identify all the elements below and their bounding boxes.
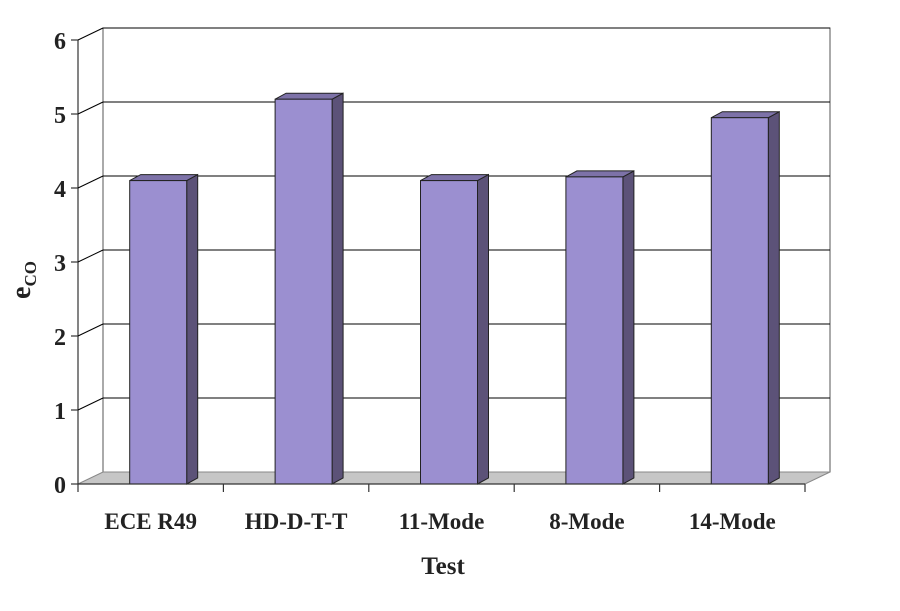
gridline-side (77, 323, 104, 337)
x-category-labels: ECE R49 HD-D-T-T 11-Mode 8-Mode 14-Mode (77, 483, 806, 534)
y-axis-title: eCO (6, 261, 40, 299)
bar-side (622, 170, 635, 485)
bar (565, 170, 635, 485)
y-tick-label: 5 (54, 103, 66, 129)
gridline-side (77, 101, 104, 115)
bar-top (129, 174, 198, 182)
y-tick-label: 0 (54, 473, 66, 499)
bar-front (565, 176, 624, 485)
gridline-side (77, 397, 104, 411)
y-axis-title-sub: CO (21, 261, 40, 287)
y-tick-label: 1 (54, 399, 66, 425)
y-tick-label: 2 (54, 325, 66, 351)
y-axis-title-main: e (6, 287, 37, 299)
y-tick-labels: 0 1 2 3 4 5 6 (54, 29, 78, 499)
x-axis-title: Test (421, 553, 465, 580)
x-tick-label: ECE R49 (104, 509, 197, 534)
bar-side (477, 173, 489, 485)
bar-front (274, 98, 333, 485)
gridline-side (77, 175, 104, 189)
x-tick-label: 14-Mode (689, 509, 776, 534)
bar (274, 92, 344, 485)
x-tick-label: HD-D-T-T (245, 509, 348, 534)
bar-side (186, 173, 199, 485)
bar (129, 173, 199, 485)
bar-side (331, 92, 344, 485)
gridline-side (77, 249, 104, 263)
bar-front (710, 117, 769, 485)
y-tick-label: 4 (54, 177, 66, 203)
bar-top (565, 170, 635, 178)
bar (420, 173, 489, 485)
bar-top (711, 111, 780, 119)
bar-side (767, 110, 780, 485)
svg-text:eCO: eCO (6, 261, 40, 299)
bar-front (129, 180, 188, 485)
y-tick-label: 3 (54, 251, 66, 277)
bar (710, 110, 780, 485)
y-tick-label: 6 (54, 29, 66, 55)
x-tick-label: 8-Mode (549, 509, 624, 534)
bars (129, 92, 780, 485)
bar-front (420, 180, 478, 485)
gridline-side (77, 27, 104, 41)
bar-top (274, 92, 344, 100)
bar-top (420, 174, 489, 182)
x-tick-label: 11-Mode (399, 509, 485, 534)
